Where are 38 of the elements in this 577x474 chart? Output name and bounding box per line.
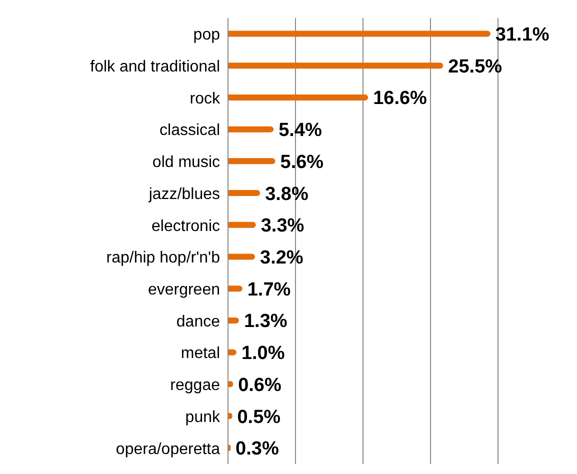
- y-tick-label: rap/hip hop/r'n'b: [106, 250, 220, 267]
- bar: [228, 158, 276, 164]
- data-label: 3.3%: [260, 216, 304, 237]
- bar: [228, 286, 242, 292]
- y-tick-label: rock: [190, 90, 221, 108]
- data-label: 0.3%: [236, 438, 279, 460]
- y-tick-label: jazz/blues: [148, 186, 220, 203]
- y-tick-label: punk: [185, 408, 221, 426]
- data-label: 25.5%: [448, 56, 502, 78]
- data-label: 1.3%: [244, 311, 288, 332]
- y-tick-label: reggae: [170, 377, 220, 394]
- data-label: 3.2%: [260, 247, 304, 268]
- y-tick-label: folk and traditional: [90, 58, 220, 76]
- data-label: 5.4%: [278, 120, 322, 142]
- bar: [228, 254, 255, 260]
- bar: [228, 30, 490, 37]
- data-label: 31.1%: [495, 24, 550, 46]
- y-tick-label: metal: [180, 345, 220, 362]
- bar: [228, 126, 274, 132]
- y-tick-label: old music: [152, 154, 220, 172]
- y-tick-label: dance: [176, 313, 220, 330]
- data-label: 16.6%: [373, 88, 428, 110]
- y-tick-label: electronic: [152, 218, 220, 235]
- data-label: 5.6%: [280, 152, 324, 173]
- data-label: 1.0%: [241, 343, 285, 364]
- bar: [228, 94, 368, 100]
- y-tick-label: pop: [193, 26, 220, 44]
- bar: [228, 62, 444, 69]
- y-tick-label: classical: [160, 122, 220, 140]
- y-tick-label: opera/operetta: [116, 440, 220, 458]
- data-label: 0.6%: [238, 374, 282, 396]
- bar: [228, 317, 239, 324]
- bar: [228, 222, 256, 228]
- y-tick-label: evergreen: [148, 281, 220, 298]
- bar: [228, 190, 260, 196]
- data-label: 3.8%: [265, 184, 308, 205]
- data-label: 1.7%: [247, 279, 291, 300]
- data-label: 0.5%: [237, 406, 281, 428]
